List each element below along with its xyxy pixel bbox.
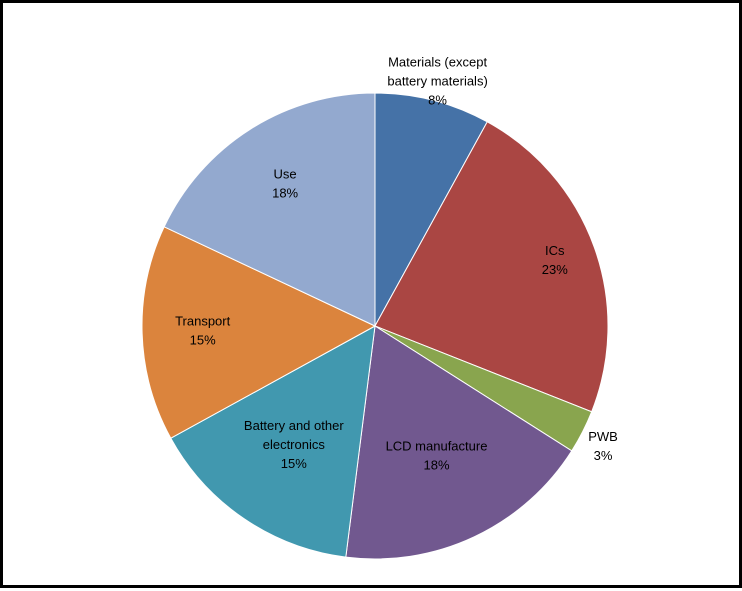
- slice-label: Use 18%: [272, 166, 298, 200]
- slice-label-text: PWB: [588, 429, 618, 444]
- pie-slice: [345, 325, 573, 560]
- slice-label-text: Transport: [175, 313, 231, 328]
- pie-slice: [374, 92, 488, 327]
- slice-percent-label: 23%: [542, 262, 568, 277]
- slice-label-text: battery materials): [387, 74, 487, 89]
- slice-label-text: Materials (except: [388, 55, 487, 70]
- slice-percent-label: 15%: [281, 456, 307, 471]
- slice-label: PWB 3%: [588, 429, 618, 463]
- slice-label: ICs 23%: [542, 243, 568, 277]
- slice-label-text: LCD manufacture: [386, 439, 488, 454]
- slice-percent-label: 8%: [428, 93, 447, 108]
- slice-label-text: electronics: [263, 437, 326, 452]
- pie-slice: [141, 226, 377, 439]
- slice-label: Battery and other electronics 15%: [244, 418, 344, 471]
- pie-chart: Materials (except battery materials) 8% ICs…: [141, 55, 618, 560]
- pie-slice: [374, 121, 609, 413]
- slice-percent-label: 18%: [423, 458, 449, 473]
- slice-label: Materials (except battery materials) 8%: [387, 55, 487, 108]
- slice-label-text: ICs: [545, 243, 565, 258]
- slice-label: Transport 15%: [175, 313, 231, 347]
- slice-label-text: Use: [274, 166, 297, 181]
- pie-slice: [163, 92, 376, 327]
- slice-label: LCD manufacture 18%: [386, 439, 488, 473]
- slice-percent-label: 3%: [594, 448, 613, 463]
- pie-slice: [170, 325, 376, 558]
- slice-percent-label: 15%: [190, 332, 216, 347]
- slice-percent-label: 18%: [272, 185, 298, 200]
- slice-label-text: Battery and other: [244, 418, 344, 433]
